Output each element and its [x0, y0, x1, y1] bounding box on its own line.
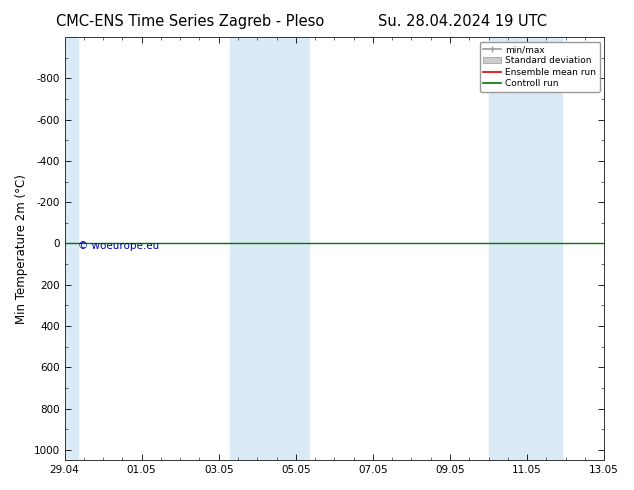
Text: Su. 28.04.2024 19 UTC: Su. 28.04.2024 19 UTC — [378, 14, 547, 29]
Text: © woeurope.eu: © woeurope.eu — [78, 242, 159, 251]
Text: CMC-ENS Time Series Zagreb - Pleso: CMC-ENS Time Series Zagreb - Pleso — [56, 14, 325, 29]
Y-axis label: Min Temperature 2m (°C): Min Temperature 2m (°C) — [15, 173, 28, 323]
Bar — [230, 37, 309, 460]
Bar — [65, 37, 78, 460]
Bar — [489, 37, 562, 460]
Legend: min/max, Standard deviation, Ensemble mean run, Controll run: min/max, Standard deviation, Ensemble me… — [480, 42, 600, 92]
